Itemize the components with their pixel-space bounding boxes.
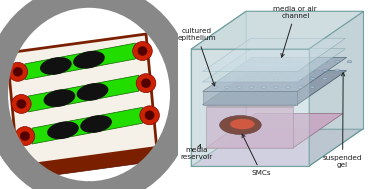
Polygon shape	[203, 38, 345, 72]
Ellipse shape	[140, 106, 160, 125]
Ellipse shape	[262, 60, 267, 63]
Ellipse shape	[213, 86, 217, 88]
Ellipse shape	[311, 60, 315, 63]
Polygon shape	[29, 75, 139, 112]
Ellipse shape	[73, 51, 105, 69]
Ellipse shape	[136, 74, 156, 93]
Ellipse shape	[138, 46, 147, 56]
Ellipse shape	[310, 86, 315, 88]
Ellipse shape	[323, 60, 328, 63]
Text: SMCs: SMCs	[242, 134, 271, 176]
Ellipse shape	[261, 77, 266, 80]
Ellipse shape	[273, 86, 278, 88]
Polygon shape	[246, 11, 364, 129]
Ellipse shape	[274, 60, 279, 63]
Ellipse shape	[261, 86, 266, 88]
Ellipse shape	[237, 77, 242, 80]
Ellipse shape	[237, 86, 242, 88]
Ellipse shape	[310, 77, 315, 80]
Ellipse shape	[43, 89, 75, 107]
Polygon shape	[191, 129, 364, 166]
Ellipse shape	[322, 77, 327, 80]
Ellipse shape	[298, 77, 303, 80]
Text: cultured
epithelium: cultured epithelium	[178, 28, 216, 86]
Ellipse shape	[249, 60, 255, 63]
Ellipse shape	[77, 83, 108, 101]
Ellipse shape	[224, 86, 230, 88]
Polygon shape	[191, 11, 364, 49]
Text: media
reservoir: media reservoir	[181, 144, 213, 160]
Polygon shape	[203, 71, 347, 105]
Ellipse shape	[347, 60, 352, 63]
Ellipse shape	[262, 69, 266, 71]
Ellipse shape	[40, 57, 72, 75]
Polygon shape	[206, 114, 343, 148]
Ellipse shape	[249, 77, 254, 80]
Ellipse shape	[286, 60, 291, 63]
Ellipse shape	[220, 115, 261, 134]
Ellipse shape	[141, 78, 151, 88]
Polygon shape	[7, 34, 157, 166]
Polygon shape	[203, 57, 347, 91]
Ellipse shape	[225, 77, 230, 80]
Ellipse shape	[322, 69, 327, 71]
Ellipse shape	[249, 86, 254, 88]
Ellipse shape	[20, 131, 30, 141]
Ellipse shape	[0, 0, 183, 189]
Ellipse shape	[16, 99, 26, 109]
Ellipse shape	[286, 77, 290, 80]
Ellipse shape	[47, 121, 79, 139]
Ellipse shape	[133, 42, 152, 60]
Ellipse shape	[298, 69, 303, 71]
Ellipse shape	[249, 69, 254, 71]
Polygon shape	[191, 11, 364, 49]
Polygon shape	[18, 147, 160, 180]
Text: suspended
gel: suspended gel	[323, 73, 362, 168]
Ellipse shape	[286, 69, 291, 71]
Ellipse shape	[145, 111, 154, 120]
Polygon shape	[203, 91, 297, 105]
Ellipse shape	[80, 115, 112, 133]
Polygon shape	[206, 73, 343, 107]
Polygon shape	[191, 11, 246, 166]
Ellipse shape	[15, 127, 35, 146]
Polygon shape	[25, 43, 135, 80]
Ellipse shape	[237, 69, 242, 71]
Ellipse shape	[310, 69, 315, 71]
Ellipse shape	[12, 94, 31, 113]
Ellipse shape	[286, 86, 290, 88]
Polygon shape	[206, 107, 293, 148]
Polygon shape	[203, 49, 345, 82]
Polygon shape	[191, 49, 309, 166]
Ellipse shape	[335, 60, 340, 63]
Ellipse shape	[8, 62, 27, 81]
Ellipse shape	[298, 60, 303, 63]
Polygon shape	[309, 11, 364, 166]
Ellipse shape	[273, 77, 279, 80]
Polygon shape	[32, 107, 142, 144]
Ellipse shape	[335, 69, 339, 71]
Ellipse shape	[230, 119, 255, 129]
Ellipse shape	[13, 67, 23, 77]
Ellipse shape	[274, 69, 279, 71]
Polygon shape	[191, 49, 309, 166]
Ellipse shape	[298, 86, 303, 88]
Text: media or air
channel: media or air channel	[273, 6, 317, 57]
